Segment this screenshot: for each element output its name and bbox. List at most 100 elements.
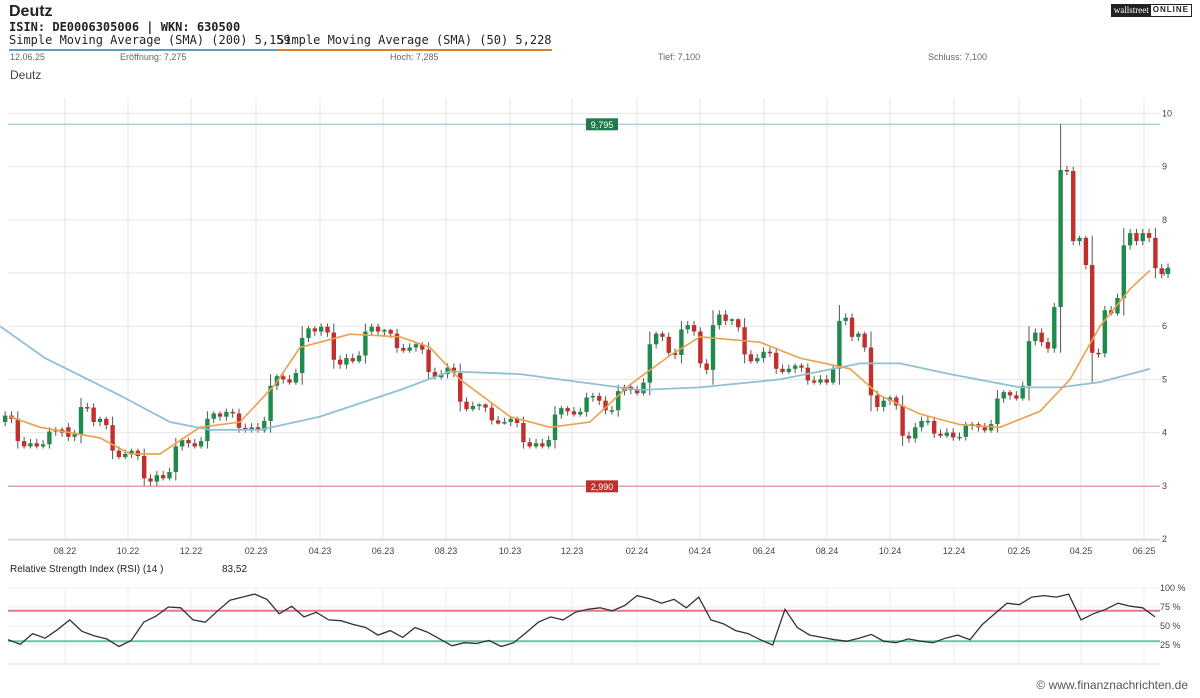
footer-credit: © www.finanznachrichten.de	[1036, 678, 1188, 692]
candle-down	[1159, 268, 1164, 275]
candle-down	[489, 407, 494, 421]
candle-up	[792, 365, 798, 369]
sma50-line	[9, 269, 1151, 455]
low-marker-box	[586, 480, 618, 493]
candle-up	[710, 325, 716, 370]
low-marker-label: 2,990	[591, 482, 614, 492]
candle-down	[811, 380, 817, 383]
candle-up	[837, 320, 842, 369]
candle-down	[388, 329, 393, 334]
candle-up	[97, 418, 103, 422]
candle-up	[154, 475, 160, 482]
candle-up	[1052, 307, 1057, 349]
legend-sma200[interactable]: Simple Moving Average (SMA) (200) 5,159	[9, 33, 291, 51]
candle-down	[375, 326, 381, 332]
candle-down	[495, 420, 501, 424]
candle-up	[40, 444, 46, 447]
candle-up	[382, 329, 387, 332]
y-tick-label: 5	[1162, 374, 1167, 384]
candle-down	[527, 442, 532, 447]
candle-up	[123, 453, 128, 458]
candle-down	[192, 443, 197, 447]
x-tick-label: 12.23	[561, 546, 584, 556]
candle-up	[413, 344, 419, 348]
candle-up	[72, 434, 77, 437]
rsi-tick-label: 75 %	[1160, 602, 1181, 612]
candle-up	[293, 373, 299, 383]
candle-up	[439, 374, 444, 378]
candle-up	[590, 395, 596, 398]
y-tick-label: 3	[1162, 481, 1167, 491]
candle-down	[148, 478, 153, 482]
candle-up	[1020, 385, 1025, 399]
candle-down	[698, 331, 703, 364]
x-tick-label: 10.22	[117, 546, 140, 556]
candle-down	[1045, 342, 1051, 349]
candle-up	[843, 317, 848, 321]
candle-up	[919, 420, 924, 428]
candle-down	[432, 371, 438, 378]
candle-down	[116, 450, 122, 458]
candle-up	[1001, 392, 1006, 399]
x-tick-label: 04.25	[1070, 546, 1093, 556]
x-tick-label: 08.24	[816, 546, 839, 556]
candles	[2, 124, 1171, 486]
candle-up	[470, 406, 476, 410]
candle-down	[426, 349, 431, 372]
candle-down	[420, 344, 425, 350]
candle-up	[546, 440, 551, 447]
price-grid	[8, 98, 1160, 541]
candle-down	[938, 433, 943, 436]
y-tick-label: 9	[1162, 162, 1167, 172]
ohlc-high: Hoch: 7,285	[390, 52, 439, 62]
candle-down	[748, 354, 754, 362]
candle-down	[186, 440, 191, 444]
candle-down	[1134, 233, 1139, 242]
x-tick-label: 04.23	[309, 546, 332, 556]
candle-up	[881, 400, 886, 408]
candle-up	[578, 411, 583, 415]
candle-down	[900, 405, 905, 436]
candle-up	[2, 415, 8, 422]
x-tick-label: 06.25	[1133, 546, 1156, 556]
candle-down	[85, 407, 90, 409]
x-tick-label: 08.23	[435, 546, 458, 556]
x-tick-label: 12.22	[180, 546, 203, 556]
candle-down	[142, 456, 147, 479]
candle-down	[337, 359, 343, 365]
candle-down	[160, 475, 166, 479]
candle-down	[287, 379, 292, 383]
candle-down	[824, 379, 829, 383]
candle-up	[224, 411, 229, 417]
page-title: Deutz	[9, 3, 53, 20]
candle-down	[1014, 395, 1019, 399]
ohlc-date: 12.06.25	[10, 52, 46, 62]
candle-up	[963, 425, 968, 437]
candle-up	[167, 471, 172, 479]
candle-up	[584, 397, 589, 412]
candle-up	[1026, 341, 1032, 386]
candle-down	[868, 347, 874, 396]
candle-down	[1071, 171, 1076, 242]
candle-up	[211, 413, 216, 419]
legend-sma50[interactable]: Simple Moving Average (SMA) (50) 5,228	[277, 33, 552, 51]
candle-up	[129, 450, 134, 454]
candle-up	[179, 440, 185, 447]
y-tick-label: 10	[1162, 108, 1172, 118]
y-tick-label: 2	[1162, 534, 1167, 544]
candle-down	[894, 397, 899, 406]
rsi-title: Relative Strength Index (RSI) (14 )	[10, 564, 164, 575]
candle-down	[799, 365, 804, 368]
y-tick-label: 4	[1162, 428, 1167, 438]
candle-down	[862, 333, 867, 348]
candle-up	[47, 431, 52, 445]
candle-down	[451, 367, 457, 374]
candle-down	[1153, 237, 1158, 269]
candle-down	[1090, 265, 1095, 353]
candle-down	[1064, 170, 1070, 172]
candle-up	[729, 319, 735, 321]
candle-up	[198, 441, 204, 447]
candle-up	[1102, 310, 1108, 354]
candle-up	[356, 355, 362, 362]
